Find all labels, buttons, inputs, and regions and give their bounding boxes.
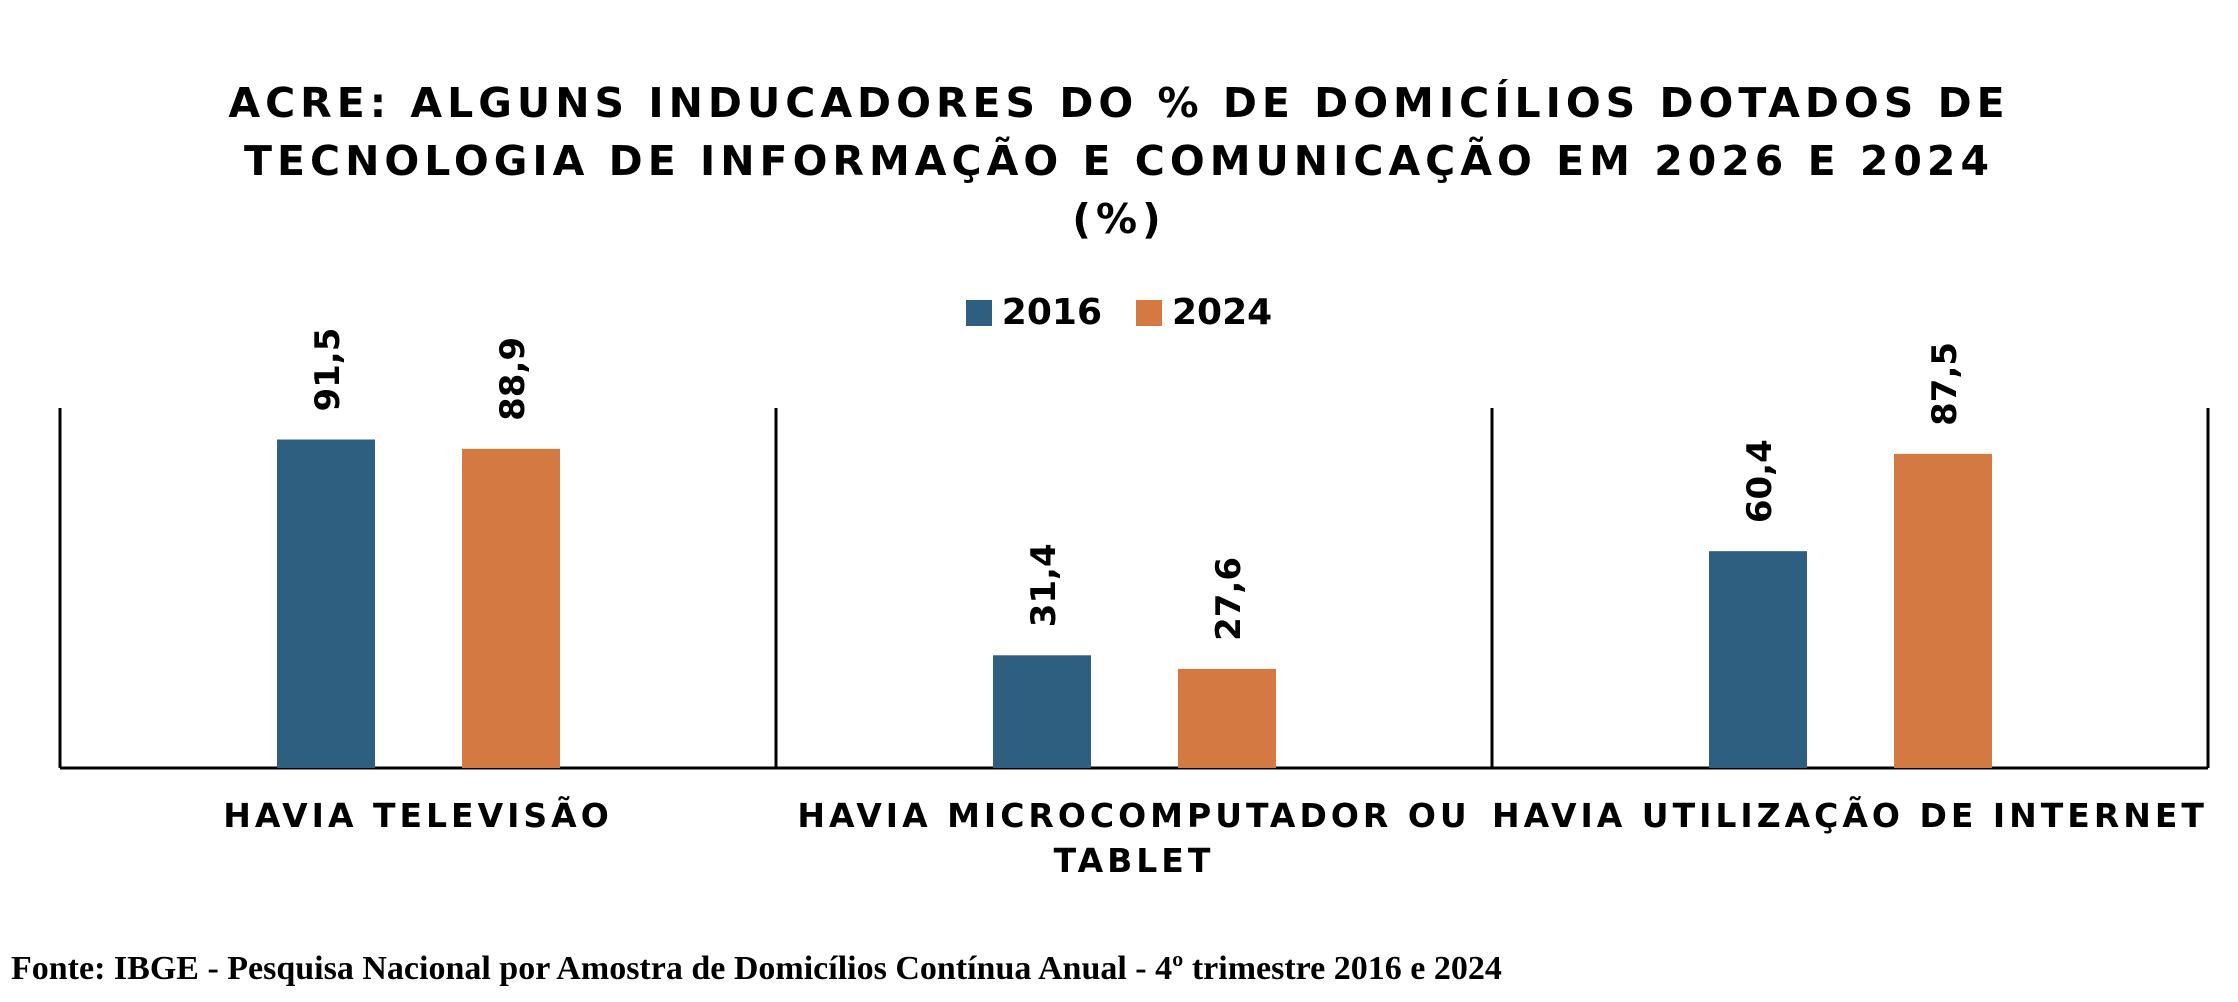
legend-swatch-2024 [1136, 299, 1162, 326]
bar-2016-3 [1709, 551, 1807, 768]
data-label-2016-3: 60,4 [1740, 439, 1780, 523]
category-label-2: TABLET [1054, 841, 1215, 880]
chart-title-line-2: TECNOLOGIA DE INFORMAÇÃO E COMUNICAÇÃO E… [244, 137, 1994, 185]
bar-2016-1 [277, 439, 375, 768]
chart-title-line-1: ACRE: ALGUNS INDUCADORES DO % DE DOMICÍL… [228, 79, 2010, 127]
bar-2024-1 [462, 448, 560, 768]
data-label-2024-3: 87,5 [1925, 342, 1965, 426]
bar-2024-2 [1178, 668, 1276, 768]
source-note: Fonte: IBGE - Pesquisa Nacional por Amos… [11, 950, 1502, 987]
bar-2024-3 [1894, 453, 1992, 768]
data-label-2016-1: 91,5 [308, 328, 348, 412]
data-label-2016-2: 31,4 [1024, 543, 1064, 627]
data-label-2024-1: 88,9 [493, 337, 533, 421]
legend-item-2016: 2016 [965, 292, 1102, 333]
chart-title: ACRE: ALGUNS INDUCADORES DO % DE DOMICÍL… [0, 74, 2238, 248]
legend-label-2016: 2016 [1001, 292, 1102, 333]
data-label-2024-2: 27,6 [1209, 557, 1249, 641]
category-label-3: HAVIA UTILIZAÇÃO DE INTERNET [1492, 795, 2208, 835]
legend-label-2024: 2024 [1172, 292, 1273, 333]
chart-title-line-3: (%) [1072, 195, 1166, 243]
bar-2016-2 [993, 655, 1091, 768]
chart-legend: 2016 2024 [0, 292, 2238, 333]
category-label-1: HAVIA TELEVISÃO [223, 795, 613, 835]
category-label-2: HAVIA MICROCOMPUTADOR OU [797, 796, 1470, 835]
legend-item-2024: 2024 [1136, 292, 1272, 333]
legend-swatch-2016 [965, 299, 992, 326]
